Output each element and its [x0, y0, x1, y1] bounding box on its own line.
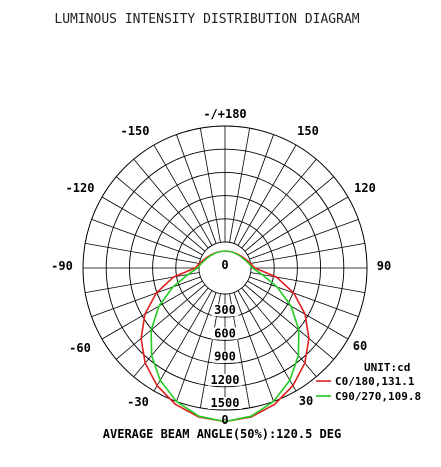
- grid-spoke: [237, 144, 297, 246]
- tick-label-bg: [211, 327, 239, 340]
- legend: UNIT:cd C0/180,131.1 C90/270,109.8: [316, 361, 421, 403]
- tick-label-bg: [211, 350, 239, 363]
- radial-tick-label: 600: [214, 326, 236, 340]
- angle-label: -30: [127, 395, 149, 409]
- grid-spoke: [133, 287, 209, 378]
- angle-label: 60: [353, 339, 367, 353]
- tick-label-bg: [219, 259, 231, 271]
- grid-spoke: [233, 292, 274, 402]
- grid-spoke: [101, 196, 203, 256]
- radial-tick-label: 900: [214, 350, 236, 364]
- grid-spoke: [233, 134, 274, 244]
- grid-spoke: [250, 242, 365, 264]
- unit-label: UNIT:cd: [364, 361, 410, 374]
- grid-spoke: [241, 287, 317, 378]
- radial-tick-label: 300: [214, 303, 236, 317]
- angle-labels: -/+180 150 -150 120 -120 90 -90 60 -60 30 -30 0: [51, 107, 391, 427]
- grid-spoke: [176, 292, 217, 402]
- grid-spoke: [247, 280, 349, 340]
- grid-spoke: [241, 158, 317, 249]
- legend-entry: C0/180,131.1: [335, 375, 415, 388]
- angle-label: -60: [69, 341, 91, 355]
- grid-spoke: [249, 219, 359, 260]
- angle-label: -150: [121, 124, 150, 138]
- radial-tick-label: 1200: [211, 373, 240, 387]
- grid-spoke: [115, 284, 206, 360]
- grid-spoke: [133, 158, 209, 249]
- tick-label-bg: [208, 397, 242, 409]
- radial-tick-label: 0: [221, 258, 228, 272]
- angle-label: -90: [51, 259, 73, 273]
- average-beam-angle: AVERAGE BEAM ANGLE(50%):120.5 DEG: [103, 427, 341, 441]
- radial-tick-labels: 0 300 600 900 1200 1500: [208, 258, 242, 410]
- grid-spoke: [237, 290, 297, 392]
- angle-label: -/+180: [203, 107, 246, 121]
- grid-spoke: [247, 196, 349, 256]
- series-curve-center: [196, 250, 254, 269]
- angle-label: 120: [354, 181, 376, 195]
- tick-label-bg: [208, 373, 242, 386]
- grid-spoke: [101, 280, 203, 340]
- legend-entry: C90/270,109.8: [335, 390, 421, 403]
- intensity-curves: [140, 250, 310, 423]
- angle-label: 30: [299, 394, 313, 408]
- tick-label-bg: [211, 304, 239, 317]
- grid-spoke: [85, 242, 200, 264]
- angle-label: 90: [377, 259, 391, 273]
- grid-spoke: [244, 284, 335, 360]
- radial-tick-label: 1500: [211, 396, 240, 410]
- grid-spoke: [115, 176, 206, 252]
- grid-spoke: [199, 128, 221, 243]
- angle-label: 150: [297, 124, 319, 138]
- grid-spoke: [176, 134, 217, 244]
- grid-spoke: [153, 290, 213, 392]
- grid-spoke: [91, 219, 201, 260]
- grid-spoke: [250, 272, 365, 294]
- grid-spoke: [85, 272, 200, 294]
- angle-label: 0: [221, 413, 228, 427]
- grid-spoke: [91, 276, 201, 317]
- grid-spoke: [244, 176, 335, 252]
- grid-spoke: [229, 128, 251, 243]
- series-curve-c90-270: [150, 267, 300, 423]
- chart-title: LUMINOUS INTENSITY DISTRIBUTION DIAGRAM: [54, 12, 359, 27]
- grid-spoke: [249, 276, 359, 317]
- angle-label: -120: [66, 181, 95, 195]
- grid-spoke: [153, 144, 213, 246]
